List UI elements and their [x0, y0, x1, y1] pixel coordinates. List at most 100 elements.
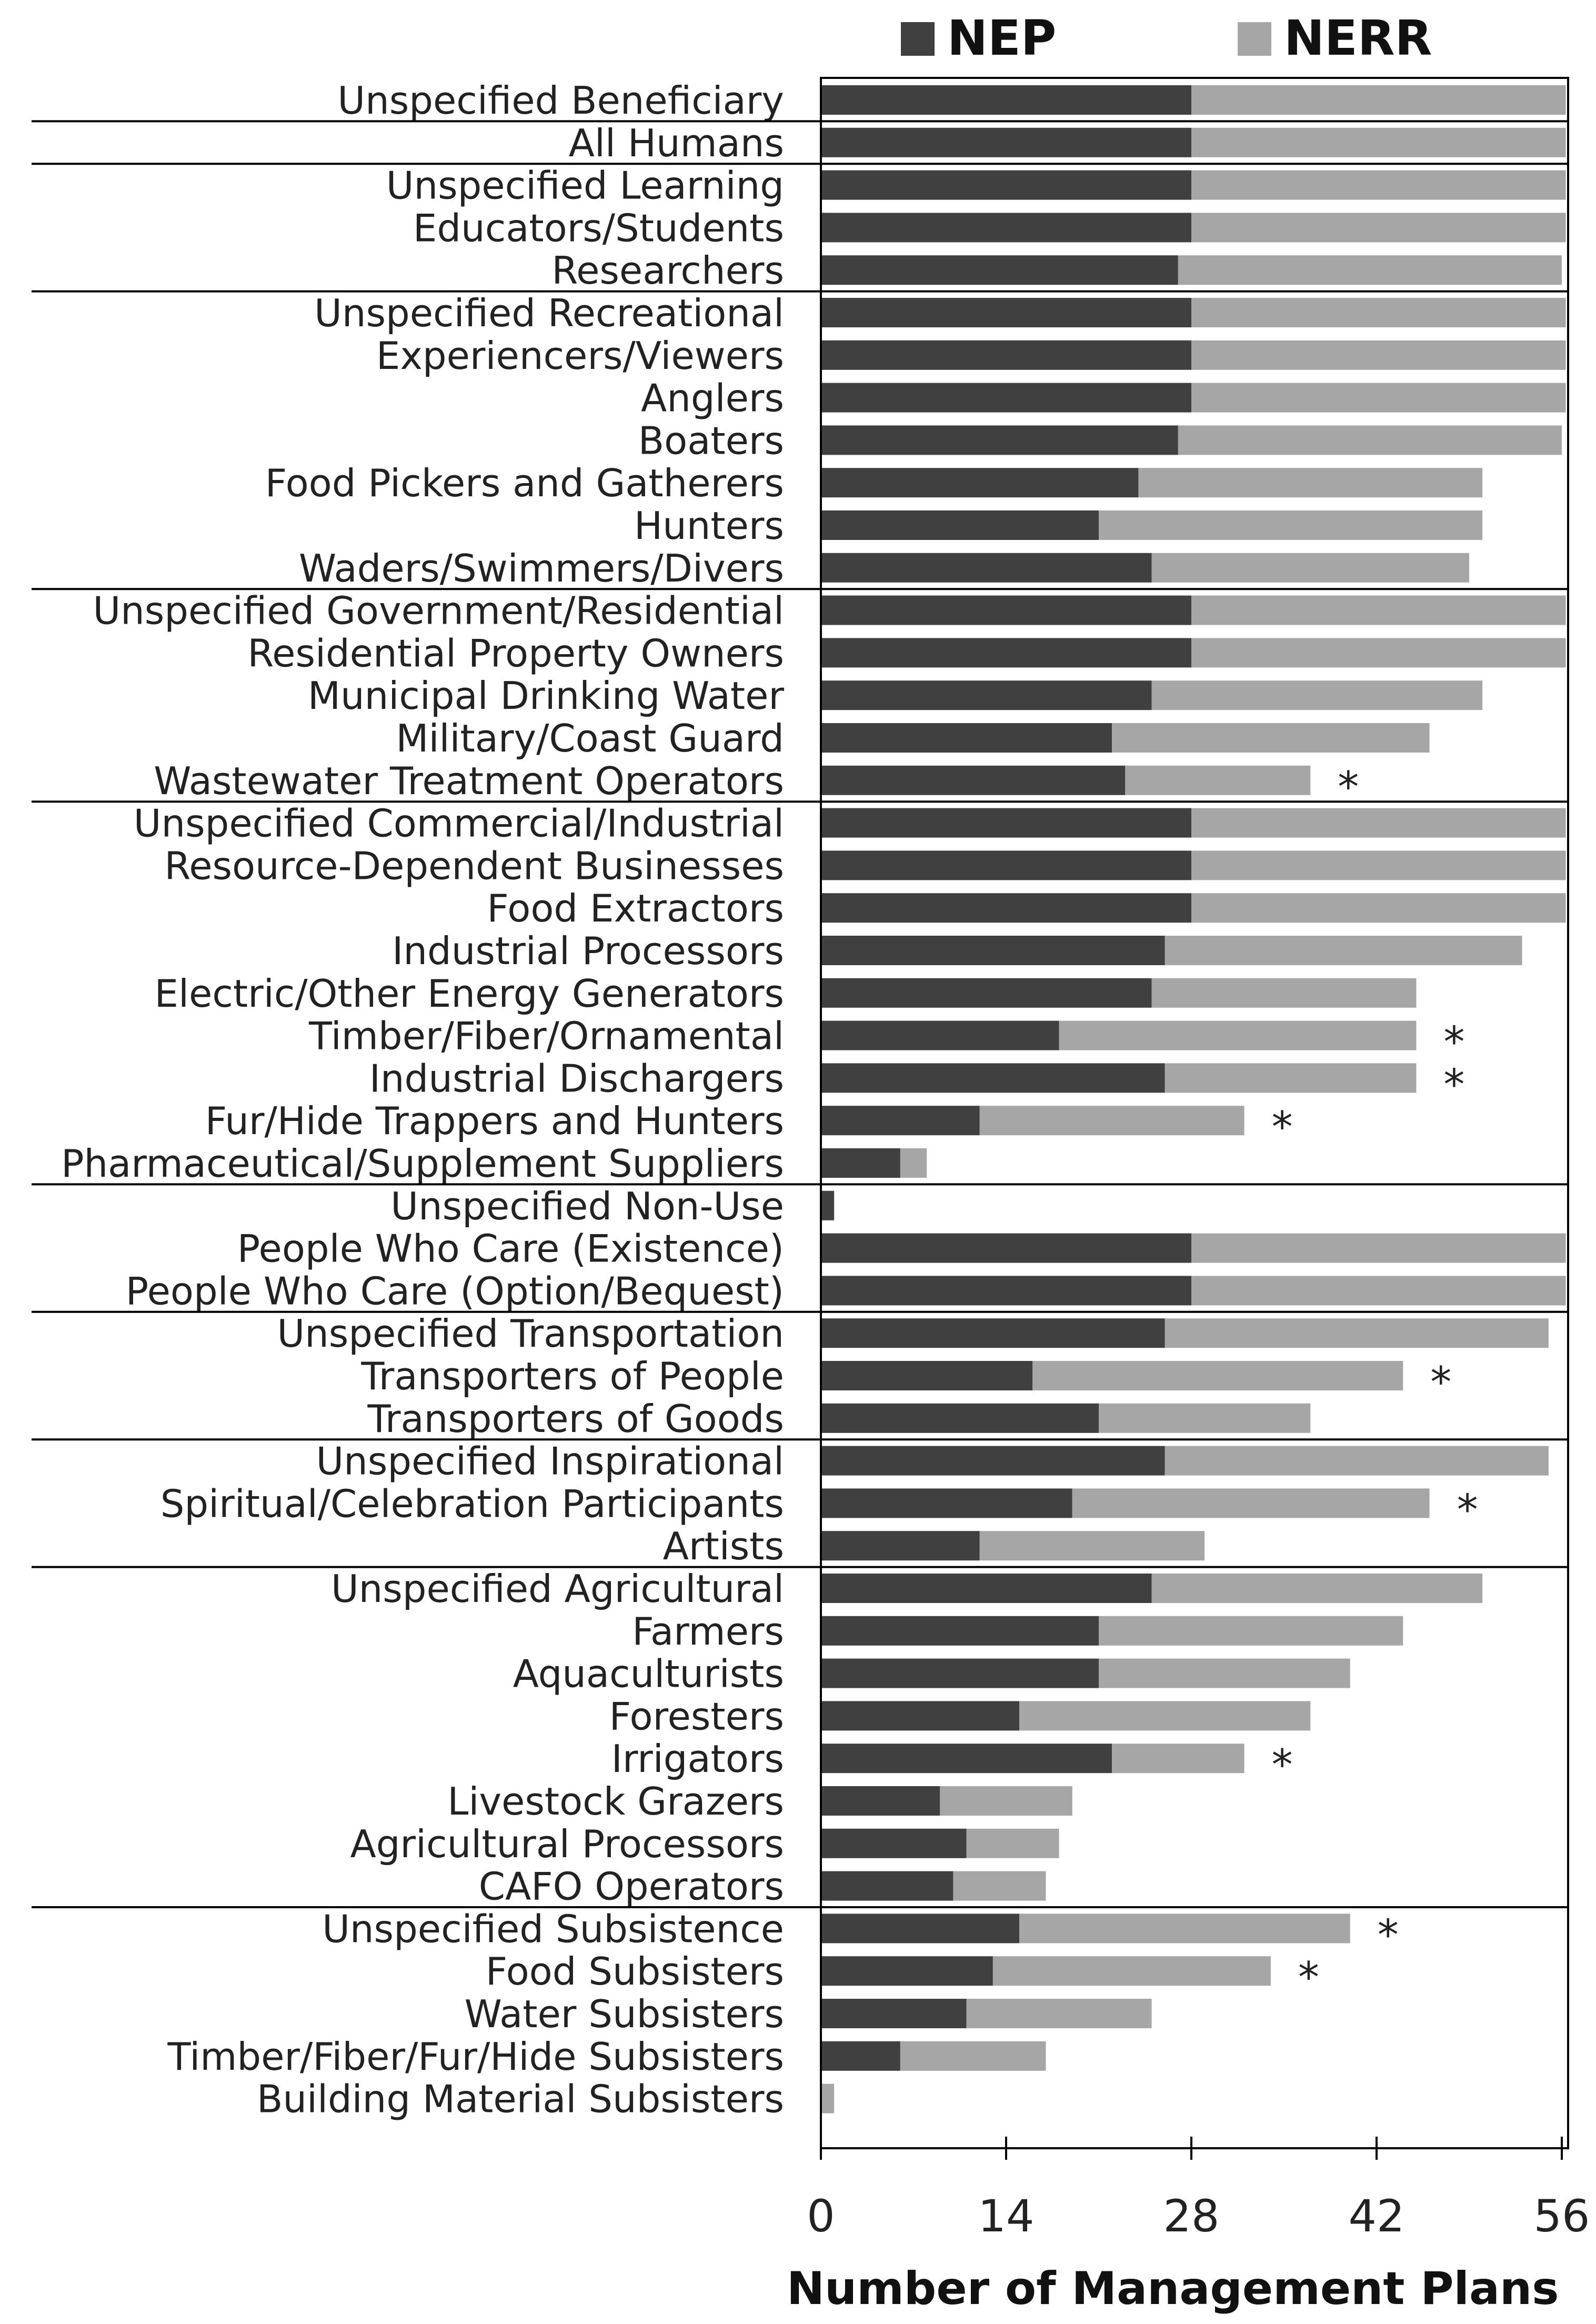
legend-label-nep: NEP [947, 10, 1056, 66]
bar-nep [821, 893, 1191, 923]
bar-nep [821, 298, 1191, 327]
bar-nerr [1191, 340, 1566, 370]
bar-nerr [1125, 765, 1311, 795]
bar-nep [821, 85, 1191, 115]
legend-label-nerr: NERR [1284, 10, 1432, 66]
bar-nep [821, 553, 1152, 583]
bar-nep [821, 765, 1126, 795]
category-label: Municipal Drinking Water [308, 674, 785, 718]
category-label: Food Pickers and Gatherers [265, 461, 784, 505]
bar-nerr [1099, 1658, 1350, 1688]
bar-nep [821, 808, 1191, 838]
bar-nep [821, 127, 1191, 157]
bar-nep [821, 213, 1191, 243]
bar-nerr [1178, 255, 1562, 285]
bar-nep [821, 595, 1191, 625]
bar-nep [821, 2041, 900, 2071]
bar-nep [821, 723, 1112, 753]
bar-nep [821, 510, 1099, 540]
bar-nep [821, 1786, 940, 1816]
category-label: Water Subsisters [465, 1992, 784, 2036]
legend-swatch-nep [901, 22, 935, 56]
bar-nep [821, 1361, 1033, 1390]
bar-nep [821, 1999, 967, 2028]
bar-nerr [1019, 1701, 1311, 1731]
bar-nerr [1191, 85, 1566, 115]
category-label: Building Material Subsisters [257, 2077, 784, 2121]
bar-nep [821, 1446, 1165, 1476]
x-axis-title: Number of Management Plans [787, 2262, 1559, 2315]
x-tick-label: 42 [1349, 2190, 1405, 2242]
bar-nep [821, 1488, 1072, 1518]
category-label: Boaters [638, 418, 784, 463]
bar-nerr [940, 1786, 1072, 1816]
significance-marker: * [1298, 1953, 1319, 2002]
bar-nep [821, 1190, 835, 1220]
group-dividers [32, 120, 1568, 1908]
bar-nep [821, 1828, 967, 1858]
bar-nerr [1112, 723, 1430, 753]
bar-nep [821, 680, 1152, 710]
category-label: Foresters [609, 1694, 784, 1738]
significance-marker: * [1443, 1018, 1464, 1067]
bar-nerr [1151, 1574, 1483, 1603]
bar-nerr [1019, 1914, 1350, 1944]
bar-nerr [992, 1956, 1271, 1986]
bar-nerr [1178, 425, 1562, 455]
category-label: Livestock Grazers [447, 1779, 784, 1824]
bar-nerr [1059, 1020, 1417, 1050]
category-label: Food Extractors [487, 886, 784, 930]
bar-nerr [1191, 808, 1566, 838]
bar-nep [821, 638, 1191, 668]
bar-nerr [1191, 213, 1566, 243]
category-label: Hunters [634, 504, 784, 548]
significance-marker: * [1457, 1485, 1478, 1534]
category-label: Industrial Processors [392, 929, 784, 973]
category-label: Unspecified Learning [386, 164, 784, 208]
bar-nerr [966, 1828, 1059, 1858]
category-label: Pharmaceutical/Supplement Suppliers [61, 1141, 784, 1186]
bar-nerr [1191, 1276, 1566, 1306]
bar-nerr [1151, 978, 1417, 1008]
bar-nep [821, 1616, 1099, 1646]
bar-nerr [979, 1106, 1244, 1136]
bar-nerr [1151, 553, 1469, 583]
bar-nep [821, 425, 1178, 455]
bar-nep [821, 255, 1178, 285]
bar-nep [821, 1403, 1099, 1433]
category-label: Unspecified Government/Residential [93, 589, 784, 633]
bar-nerr [1165, 1318, 1549, 1348]
x-tick-label: 56 [1534, 2190, 1590, 2242]
bar-nep [821, 1744, 1112, 1774]
bars-layer [821, 85, 1566, 2113]
category-label: Wastewater Treatment Operators [154, 759, 784, 803]
category-label: Fur/Hide Trappers and Hunters [205, 1099, 784, 1143]
bar-nerr [1165, 936, 1522, 965]
category-label: Anglers [641, 376, 784, 420]
category-label: Unspecified Transportation [277, 1311, 784, 1356]
bar-nerr [1165, 1446, 1549, 1476]
bar-nep [821, 1871, 953, 1901]
category-label: Unspecified Beneficiary [337, 78, 784, 123]
bar-nep [821, 1956, 993, 1986]
bar-nep [821, 978, 1152, 1008]
bar-nep [821, 850, 1191, 880]
bar-nerr [1191, 1233, 1566, 1263]
category-label: Industrial Dischargers [369, 1056, 784, 1100]
legend-swatch-nerr [1238, 22, 1271, 56]
category-label: CAFO Operators [479, 1865, 784, 1909]
bar-nep [821, 1233, 1191, 1263]
category-label: Agricultural Processors [350, 1822, 784, 1866]
category-label: Unspecified Subsistence [322, 1907, 784, 1951]
significance-marker: * [1272, 1103, 1293, 1151]
significance-marker: * [1443, 1060, 1464, 1109]
category-label: Unspecified Agricultural [331, 1567, 784, 1611]
bar-nerr [1191, 383, 1566, 413]
significance-marker: * [1338, 763, 1359, 812]
bar-nep [821, 1574, 1152, 1603]
bar-nerr [1191, 850, 1566, 880]
x-tick-label: 14 [978, 2190, 1035, 2242]
bar-nep [821, 170, 1191, 200]
